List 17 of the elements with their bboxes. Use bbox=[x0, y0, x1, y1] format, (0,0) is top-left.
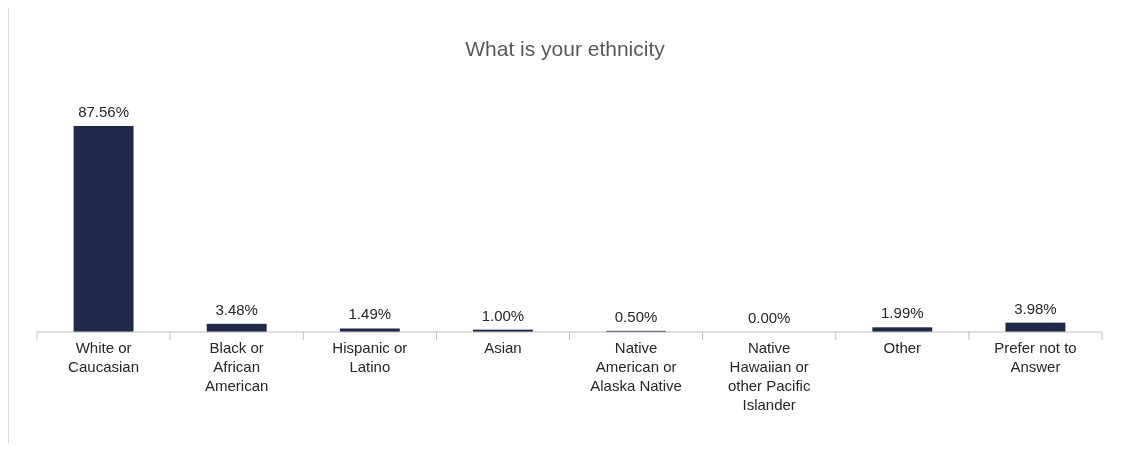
chart-title: What is your ethnicity bbox=[465, 37, 666, 60]
x-tick-label: Native American or Alaska Native bbox=[590, 339, 682, 394]
data-label: 0.50% bbox=[614, 307, 658, 325]
x-tick-label: Other bbox=[883, 339, 922, 356]
x-tick-label: Asian bbox=[484, 339, 522, 356]
data-label: 0.00% bbox=[747, 309, 791, 326]
data-label: 1.49% bbox=[348, 305, 392, 323]
x-tick-label: Native Hawaiian or other Pacific Islander bbox=[727, 339, 811, 413]
data-label: 1.99% bbox=[881, 304, 924, 322]
x-tick-label: Black or African American bbox=[205, 339, 269, 394]
data-label: 3.98% bbox=[1014, 299, 1057, 317]
x-tick-label: Prefer not to Answer bbox=[994, 339, 1077, 375]
x-tick-label: Hispanic or Latino bbox=[332, 339, 408, 375]
data-label: 3.48% bbox=[215, 300, 258, 318]
data-label: 1.00% bbox=[481, 306, 525, 324]
data-label: 87.56% bbox=[78, 103, 129, 120]
x-tick-label: White or Caucasian bbox=[68, 339, 140, 375]
